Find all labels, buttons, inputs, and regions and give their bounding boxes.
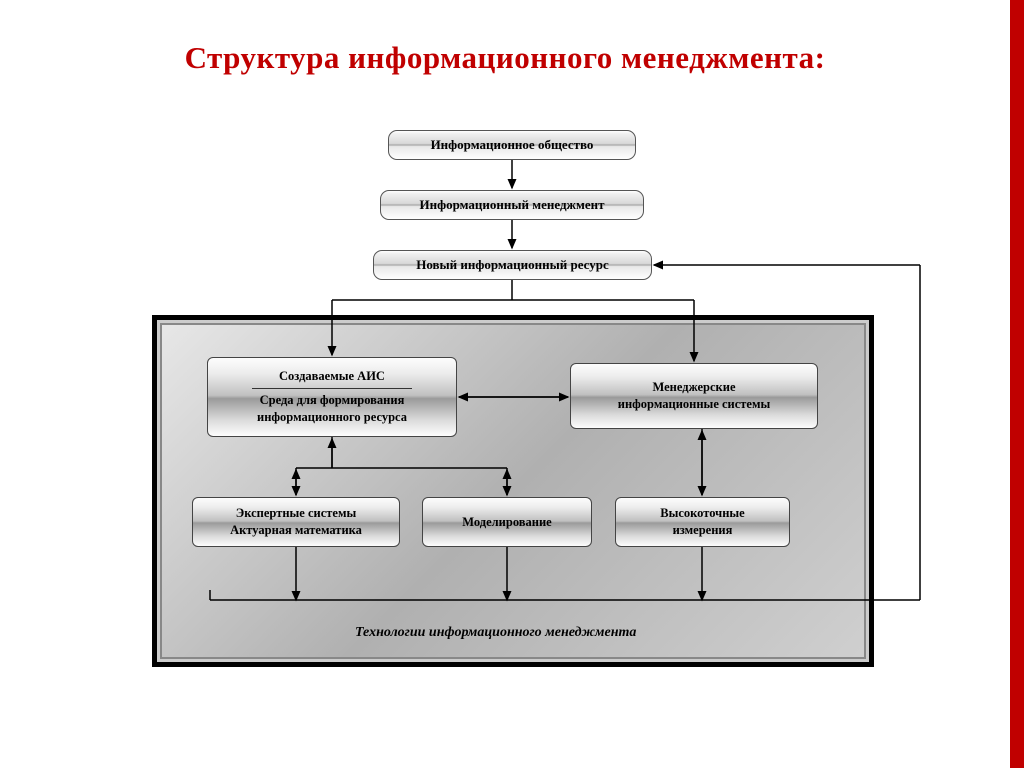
node-label-bottom: Среда для формирования информационного р… (218, 392, 446, 426)
node-label: Информационное общество (431, 137, 594, 154)
node-label-bottom: измерения (673, 522, 733, 539)
node-ais: Создаваемые АИС Среда для формирования и… (207, 357, 457, 437)
node-precision: Высокоточные измерения (615, 497, 790, 547)
node-label-bottom: Актуарная математика (230, 522, 362, 539)
node-info-management: Информационный менеджмент (380, 190, 644, 220)
node-modeling: Моделирование (422, 497, 592, 547)
node-label: Моделирование (462, 514, 551, 531)
node-label-top: Высокоточные (660, 505, 744, 522)
node-info-society: Информационное общество (388, 130, 636, 160)
page-title: Структура информационного менеджмента: (0, 40, 1010, 76)
node-label-top: Экспертные системы (236, 505, 357, 522)
panel-caption: Технологии информационного менеджмента (355, 625, 636, 641)
accent-bar (1010, 0, 1024, 768)
node-expert: Экспертные системы Актуарная математика (192, 497, 400, 547)
node-label: Новый информационный ресурс (416, 257, 609, 274)
node-divider (252, 388, 412, 389)
node-label-bottom: информационные системы (618, 396, 771, 413)
node-label-top: Создаваемые АИС (279, 368, 385, 385)
node-info-resource: Новый информационный ресурс (373, 250, 652, 280)
node-label-top: Менеджерские (653, 379, 736, 396)
node-mis: Менеджерские информационные системы (570, 363, 818, 429)
node-label: Информационный менеджмент (420, 197, 605, 214)
